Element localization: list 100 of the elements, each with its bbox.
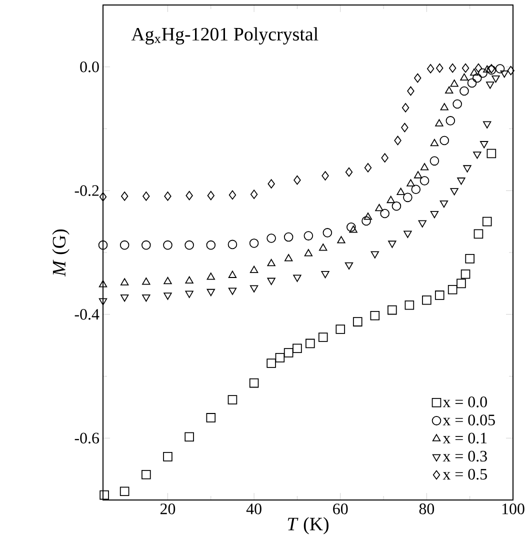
- point: [185, 290, 194, 298]
- point: [435, 119, 444, 126]
- point: [228, 190, 236, 200]
- legend-label: x = 0.5: [442, 468, 487, 480]
- point: [420, 176, 430, 186]
- legend-label: x = 0.05: [442, 414, 495, 426]
- point: [142, 192, 150, 201]
- x-tick-label: 60: [333, 504, 348, 514]
- legend-label: x = 0.1: [442, 432, 487, 444]
- point: [364, 163, 372, 172]
- point: [228, 288, 237, 295]
- point: [474, 63, 482, 73]
- point: [185, 276, 194, 284]
- point: [349, 226, 358, 233]
- point: [284, 254, 293, 262]
- point: [467, 78, 477, 88]
- point: [346, 222, 356, 232]
- point: [448, 63, 456, 73]
- point: [492, 75, 500, 83]
- point: [472, 73, 482, 83]
- point: [446, 116, 456, 126]
- point: [120, 486, 130, 496]
- point: [465, 254, 474, 264]
- point: [120, 192, 128, 201]
- text: Ag$_{x}$Hg-1201 Polycrystal: [131, 27, 318, 45]
- point: [440, 103, 448, 110]
- point: [284, 348, 294, 358]
- point: [163, 240, 172, 250]
- point: [228, 395, 238, 404]
- point: [430, 210, 439, 218]
- point: [293, 274, 302, 282]
- point: [206, 240, 216, 250]
- point: [100, 490, 109, 500]
- point: [120, 294, 129, 302]
- point: [460, 73, 468, 81]
- point: [381, 153, 388, 162]
- point: [452, 99, 462, 109]
- point: [404, 300, 414, 310]
- y-tick-label: -0.4: [74, 308, 100, 320]
- point: [99, 192, 107, 202]
- x-tick-label: 20: [160, 504, 176, 514]
- point: [345, 167, 353, 177]
- point: [304, 249, 313, 256]
- x-tick-label: 40: [246, 504, 262, 514]
- y-tick-label: -0.2: [74, 185, 99, 196]
- point: [250, 266, 258, 273]
- point: [386, 196, 395, 204]
- point: [206, 288, 215, 296]
- point: [370, 310, 380, 320]
- point: [249, 378, 259, 388]
- point: [284, 232, 294, 242]
- point: [266, 358, 276, 368]
- point: [249, 238, 259, 248]
- point: [304, 231, 314, 240]
- point: [142, 294, 150, 302]
- point: [473, 152, 482, 159]
- point: [411, 184, 421, 194]
- point: [418, 220, 426, 228]
- point: [460, 270, 470, 279]
- point: [228, 270, 237, 278]
- point: [483, 65, 492, 73]
- point: [207, 190, 214, 200]
- point: [206, 413, 216, 422]
- point: [422, 295, 432, 305]
- point: [392, 201, 402, 211]
- point: [142, 278, 150, 285]
- point: [401, 122, 408, 132]
- point: [414, 73, 422, 83]
- point: [344, 262, 354, 270]
- point: [164, 192, 172, 201]
- point: [396, 188, 405, 196]
- point: [292, 344, 302, 354]
- point: [448, 284, 458, 294]
- x-axis-title: T (K): [288, 517, 328, 534]
- point: [380, 208, 390, 218]
- point: [375, 204, 384, 212]
- y-tick-label: 0.0: [80, 61, 99, 72]
- point: [414, 171, 422, 178]
- point: [98, 280, 108, 288]
- point: [322, 171, 329, 180]
- point: [268, 179, 275, 188]
- point: [266, 234, 276, 243]
- point: [294, 175, 301, 185]
- point: [120, 240, 130, 250]
- point: [275, 353, 285, 362]
- point: [445, 86, 454, 94]
- x-tick-label: 80: [419, 504, 434, 514]
- point: [250, 285, 258, 292]
- point: [163, 452, 172, 462]
- point: [463, 165, 472, 172]
- point: [228, 240, 238, 250]
- legend-label: x = 0.0: [442, 396, 487, 408]
- point: [483, 121, 492, 128]
- point: [426, 64, 434, 74]
- point: [440, 136, 450, 146]
- point: [142, 240, 151, 250]
- point: [482, 216, 492, 226]
- point: [407, 86, 414, 96]
- legend-label: x = 0.3: [442, 450, 487, 462]
- point: [164, 276, 172, 284]
